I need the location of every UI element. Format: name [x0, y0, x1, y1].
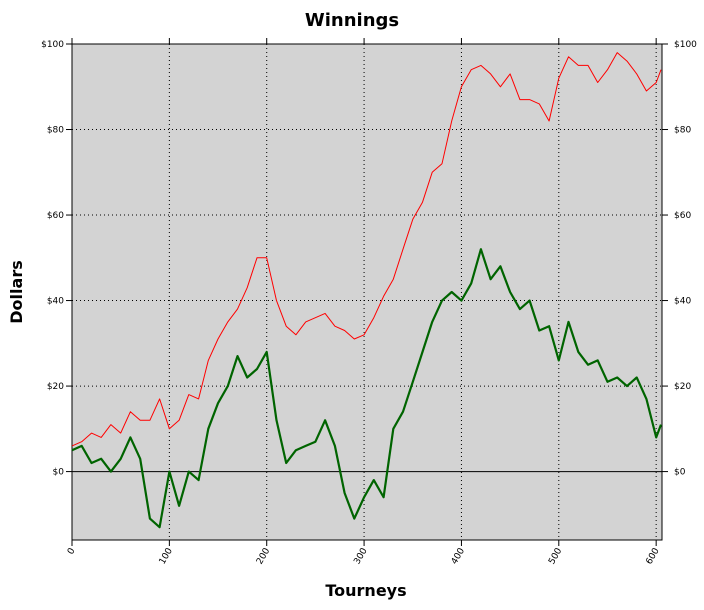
y2-tick-label: $20 — [674, 382, 691, 392]
y2-tick-label: $0 — [674, 468, 686, 478]
x-tick-label: 400 — [450, 546, 467, 566]
y-axis-label: Dollars — [7, 260, 26, 323]
x-tick-label: 600 — [645, 546, 662, 566]
plot-area — [71, 43, 663, 541]
x-tick-label: 300 — [352, 546, 369, 566]
x-axis-label: Tourneys — [325, 581, 406, 600]
series-line — [71, 52, 662, 447]
chart-title: Winnings — [305, 10, 399, 31]
y2-tick-label: $60 — [674, 211, 691, 221]
y-tick-label: $100 — [41, 40, 64, 50]
y-tick-label: $0 — [53, 468, 65, 478]
x-tick-label: 0 — [66, 546, 78, 556]
y-tick-label: $80 — [47, 126, 64, 136]
y2-tick-label: $40 — [674, 297, 691, 307]
y-tick-label: $60 — [47, 211, 64, 221]
x-tick-label: 200 — [255, 546, 272, 566]
x-tick-label: 100 — [158, 546, 175, 566]
y2-tick-label: $100 — [674, 40, 697, 50]
y2-tick-label: $80 — [674, 126, 691, 136]
y-tick-label: $20 — [47, 382, 64, 392]
series-line — [71, 248, 663, 529]
y-tick-label: $40 — [47, 297, 64, 307]
x-tick-label: 500 — [547, 546, 564, 566]
